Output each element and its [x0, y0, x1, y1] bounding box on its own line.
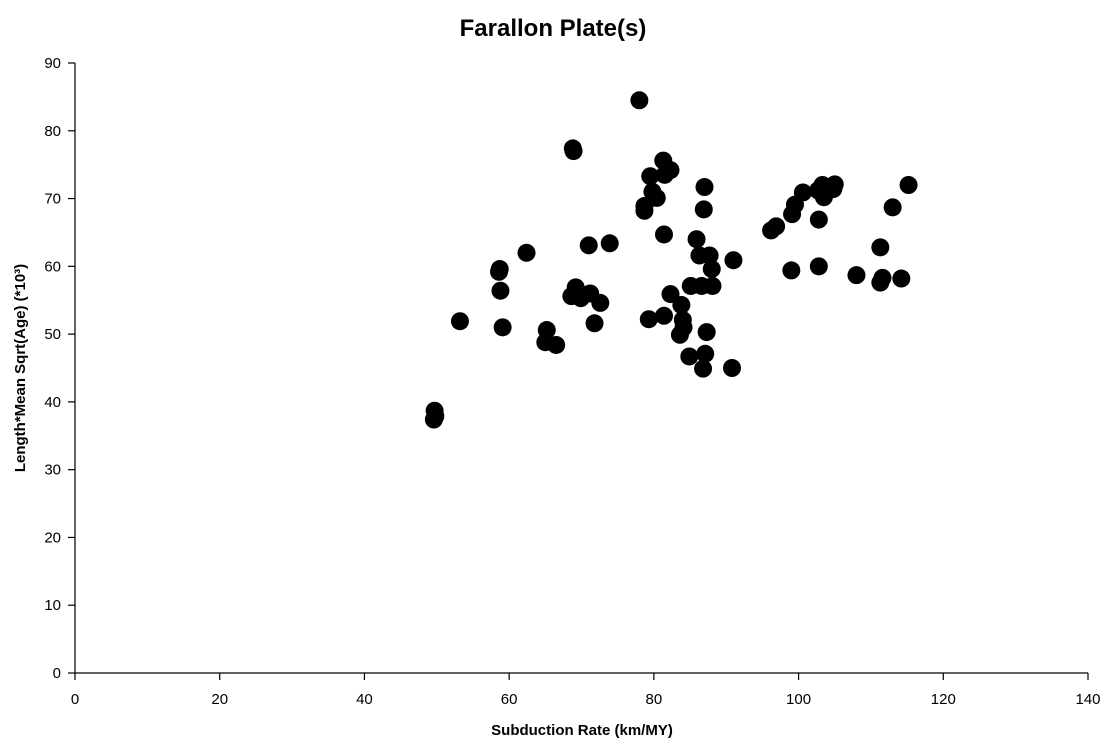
- data-point: [600, 234, 619, 253]
- data-point: [871, 238, 890, 257]
- data-point: [892, 269, 911, 288]
- data-point: [694, 200, 713, 219]
- data-point: [493, 318, 512, 337]
- data-point: [883, 198, 902, 217]
- data-point: [847, 266, 866, 285]
- data-points: [424, 91, 918, 429]
- y-tick-label: 20: [44, 529, 61, 546]
- x-tick-label: 140: [1075, 691, 1100, 708]
- data-point: [809, 210, 828, 229]
- x-tick-label: 60: [501, 691, 518, 708]
- data-point: [871, 273, 890, 292]
- data-point: [694, 359, 713, 378]
- y-tick-label: 90: [44, 55, 61, 72]
- data-point: [809, 257, 828, 276]
- data-point: [695, 178, 714, 197]
- data-point: [491, 281, 510, 300]
- data-point: [579, 236, 598, 255]
- data-point: [680, 347, 699, 366]
- data-point: [647, 188, 666, 207]
- data-point: [723, 359, 742, 377]
- y-axis: 0 10 20 30 40 50 60 70 80 90: [44, 55, 76, 682]
- data-point: [793, 183, 812, 202]
- y-tick-label: 80: [44, 123, 61, 140]
- data-point: [661, 161, 680, 180]
- data-point: [782, 261, 801, 280]
- data-point: [641, 167, 660, 186]
- x-tick-label: 40: [356, 691, 373, 708]
- data-point: [630, 91, 649, 110]
- data-point: [702, 260, 721, 279]
- data-point: [654, 306, 673, 325]
- data-point: [490, 262, 509, 281]
- data-point: [450, 312, 469, 331]
- data-point: [767, 217, 786, 236]
- y-tick-label: 10: [44, 597, 61, 614]
- y-tick-label: 60: [44, 258, 61, 275]
- y-axis-label: Length*Mean Sqrt(Age) (*10³): [12, 264, 29, 472]
- data-point: [825, 175, 844, 194]
- y-tick-label: 50: [44, 326, 61, 343]
- x-tick-label: 100: [786, 691, 811, 708]
- x-axis-label: Subduction Rate (km/MY): [491, 722, 673, 739]
- data-point: [703, 276, 722, 295]
- data-point: [635, 201, 654, 220]
- data-point: [564, 142, 583, 161]
- data-point: [424, 410, 443, 429]
- y-tick-label: 30: [44, 462, 61, 479]
- data-point: [696, 344, 715, 363]
- y-tick-label: 70: [44, 191, 61, 208]
- data-point: [670, 325, 689, 344]
- x-axis: 0 20 40 60 80 100 120 140: [71, 672, 1101, 708]
- data-point: [585, 314, 604, 333]
- data-point: [591, 293, 610, 312]
- x-tick-label: 20: [211, 691, 228, 708]
- data-point: [547, 335, 566, 354]
- data-point: [700, 246, 719, 265]
- x-tick-label: 0: [71, 691, 79, 708]
- x-tick-label: 80: [646, 691, 663, 708]
- data-point: [687, 230, 706, 249]
- data-point: [697, 323, 716, 342]
- data-point: [639, 310, 658, 329]
- y-tick-label: 40: [44, 394, 61, 411]
- y-tick-label: 0: [53, 665, 61, 682]
- data-point: [654, 225, 673, 244]
- x-tick-label: 120: [931, 691, 956, 708]
- data-point: [672, 295, 691, 314]
- data-point: [724, 251, 743, 270]
- data-point: [899, 176, 918, 194]
- chart-title: Farallon Plate(s): [460, 15, 647, 42]
- data-point: [517, 243, 536, 262]
